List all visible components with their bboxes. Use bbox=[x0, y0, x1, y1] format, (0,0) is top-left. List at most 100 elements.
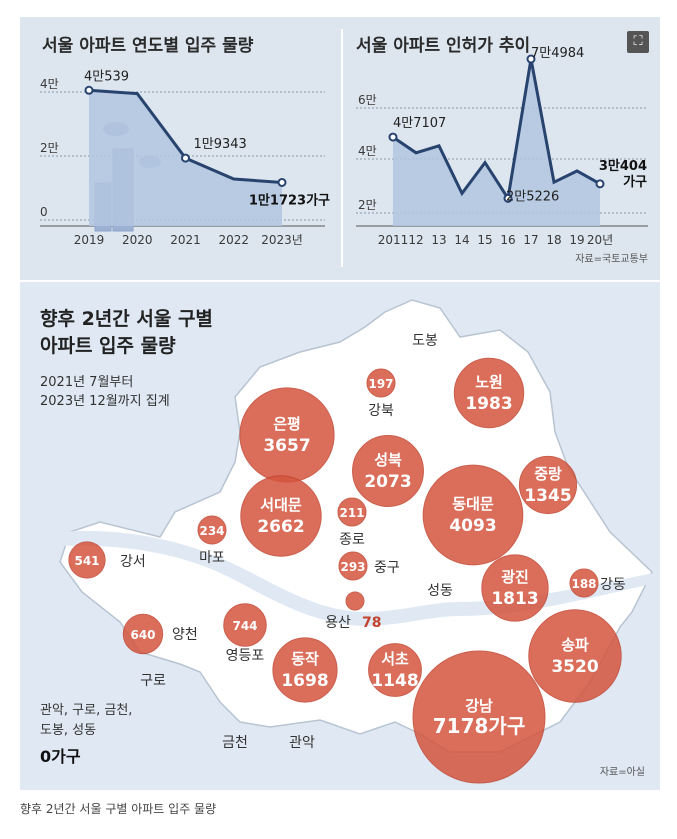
bubble-value-강남: 7178가구 bbox=[433, 714, 525, 738]
bubble-value-중랑: 1345 bbox=[524, 486, 571, 506]
chart1-x-tick-label: 2021 bbox=[170, 233, 201, 247]
bubble-value-종로: 211 bbox=[339, 506, 364, 520]
chart1-x-tick-label: 2022 bbox=[218, 233, 249, 247]
district-label-금천: 금천 bbox=[222, 735, 248, 751]
chart1-y-tick-label: 2만 bbox=[40, 141, 59, 155]
bubble-name-서초: 서초 bbox=[381, 650, 409, 668]
bubble-name-서대문: 서대문 bbox=[260, 496, 302, 514]
district-bubbles: 은평 3657 서대문 2662 성북 2073 노원 1983 중랑 1345 동대문 4093 광진… bbox=[68, 357, 626, 784]
district-label-관악: 관악 bbox=[289, 735, 315, 751]
bubble-value-영등포: 744 bbox=[232, 619, 257, 633]
chart2-y-tick-label: 4만 bbox=[358, 144, 377, 158]
chart1-data-label: 4만539 bbox=[84, 69, 129, 84]
chart1-data-label: 1만9343 bbox=[194, 137, 247, 152]
bubble-노원 bbox=[453, 357, 525, 429]
bubble-value-성북: 2073 bbox=[364, 472, 411, 492]
district-label-중구: 중구 bbox=[374, 560, 400, 576]
map-source: 자료=아실 bbox=[600, 766, 645, 778]
chart1-y-tick-label: 0 bbox=[40, 205, 48, 219]
zero-note-line1: 관악, 구로, 금천, bbox=[40, 703, 132, 718]
chart2-x-tick-label: 16 bbox=[500, 233, 515, 247]
chart1-x-ticks: 2019 2020 2021 2022 2023년 bbox=[74, 233, 303, 247]
district-label-강북: 강북 bbox=[368, 403, 394, 419]
chart2-x-tick-label: 20년 bbox=[587, 233, 613, 247]
bubble-마포 bbox=[197, 515, 227, 545]
chart1-data-label: 1만1723가구 bbox=[249, 192, 330, 208]
chart2-x-tick-label: 13 bbox=[431, 233, 446, 247]
bubble-value-서대문: 2662 bbox=[257, 517, 304, 537]
bubble-강북 bbox=[366, 368, 396, 398]
bubble-종로 bbox=[337, 497, 367, 527]
chart1-y-ticks: 4만 2만 0 bbox=[40, 77, 59, 219]
district-label-성동: 성동 bbox=[427, 583, 453, 599]
bubble-name-강남: 강남 bbox=[465, 697, 493, 715]
chart2-point bbox=[595, 179, 605, 189]
bubble-서초 bbox=[368, 643, 422, 697]
chart2-x-tick-label: 14 bbox=[454, 233, 469, 247]
chart2-data-label: 가구 bbox=[623, 175, 647, 190]
chart1-x-tick-label: 2019 bbox=[74, 233, 105, 247]
map-subtitle-line1: 2021년 7월부터 bbox=[40, 375, 133, 390]
district-label-강서: 강서 bbox=[120, 554, 146, 570]
bubble-value-용산: 78 bbox=[362, 615, 381, 631]
chart2-data-label: 4만7107 bbox=[393, 116, 446, 131]
chart2-data-label: 7만4984 bbox=[531, 46, 584, 61]
bubble-value-동대문: 4093 bbox=[449, 516, 496, 536]
chart1-points bbox=[84, 85, 287, 187]
infographic: 서울 아파트 연도별 입주 물량 4만 2만 0 2019 2020 2021 2022 2… bbox=[20, 17, 660, 790]
zero-note-line2: 도봉, 성동 bbox=[40, 723, 96, 738]
chart2-point bbox=[503, 193, 513, 203]
bubble-용산 bbox=[345, 591, 365, 611]
bubble-value-은평: 3657 bbox=[263, 436, 310, 456]
chart2-area bbox=[393, 59, 600, 226]
bubble-value-강서: 541 bbox=[74, 554, 99, 568]
chart2-x-tick-label: 18 bbox=[546, 233, 561, 247]
chart1-point bbox=[84, 85, 94, 95]
bubble-name-중랑: 중랑 bbox=[534, 465, 562, 483]
chart2-point bbox=[388, 132, 398, 142]
bubble-name-동대문: 동대문 bbox=[452, 495, 494, 513]
chart2-data-label: 3만404 bbox=[599, 158, 647, 174]
chart1-point bbox=[277, 177, 287, 187]
bubble-강남 bbox=[412, 650, 546, 784]
bubble-name-동작: 동작 bbox=[291, 650, 319, 668]
chart1-y-tick-label: 4만 bbox=[40, 77, 59, 91]
top-charts-panel: 서울 아파트 연도별 입주 물량 4만 2만 0 2019 2020 2021 2022 2… bbox=[20, 17, 660, 280]
expand-icon[interactable]: ⛶ bbox=[627, 31, 649, 53]
chart2-x-tick-label: 2011 bbox=[378, 233, 409, 247]
bubble-value-서초: 1148 bbox=[371, 671, 418, 691]
district-label-용산: 용산 bbox=[325, 615, 351, 631]
chart2-x-tick-label: 12 bbox=[408, 233, 423, 247]
bubble-value-송파: 3520 bbox=[551, 657, 598, 677]
bubble-동작 bbox=[272, 637, 338, 703]
bubble-value-광진: 1813 bbox=[491, 589, 538, 609]
chart2-x-ticks: 2011 12 13 14 15 16 17 18 19 20년 bbox=[378, 233, 613, 247]
figure-caption: 향후 2년간 서울 구별 아파트 입주 물량 bbox=[20, 802, 217, 816]
map-subtitle-line2: 2023년 12월까지 집계 bbox=[40, 394, 170, 409]
bubble-서대문 bbox=[240, 475, 322, 557]
map-title-line1: 향후 2년간 서울 구별 bbox=[40, 308, 213, 330]
district-label-도봉: 도봉 bbox=[412, 333, 438, 349]
chart2-points bbox=[388, 54, 605, 203]
chart1-x-tick-label: 2020 bbox=[122, 233, 153, 247]
bubble-name-송파: 송파 bbox=[561, 636, 589, 654]
map-title-line2: 아파트 입주 물량 bbox=[40, 335, 176, 357]
bubble-value-동작: 1698 bbox=[281, 671, 328, 691]
district-label-구로: 구로 bbox=[140, 673, 166, 689]
district-label-종로: 종로 bbox=[339, 532, 365, 548]
chart2-data-label: 2만5226 bbox=[506, 189, 559, 204]
map-svg: 향후 2년간 서울 구별 아파트 입주 물량 2021년 7월부터 2023년 … bbox=[40, 299, 660, 784]
chart1-x-tick-label: 2023년 bbox=[261, 233, 303, 247]
chart2-x-tick-label: 19 bbox=[569, 233, 584, 247]
bubble-강서 bbox=[68, 541, 106, 579]
bubble-value-중구: 293 bbox=[340, 560, 365, 574]
bubble-영등포 bbox=[223, 603, 267, 647]
chart2-y-ticks: 6만 4만 2만 bbox=[358, 93, 377, 212]
bubble-value-강북: 197 bbox=[368, 377, 393, 391]
bubble-name-노원: 노원 bbox=[475, 373, 503, 391]
bubble-강동 bbox=[569, 568, 599, 598]
bubble-은평 bbox=[239, 387, 335, 483]
